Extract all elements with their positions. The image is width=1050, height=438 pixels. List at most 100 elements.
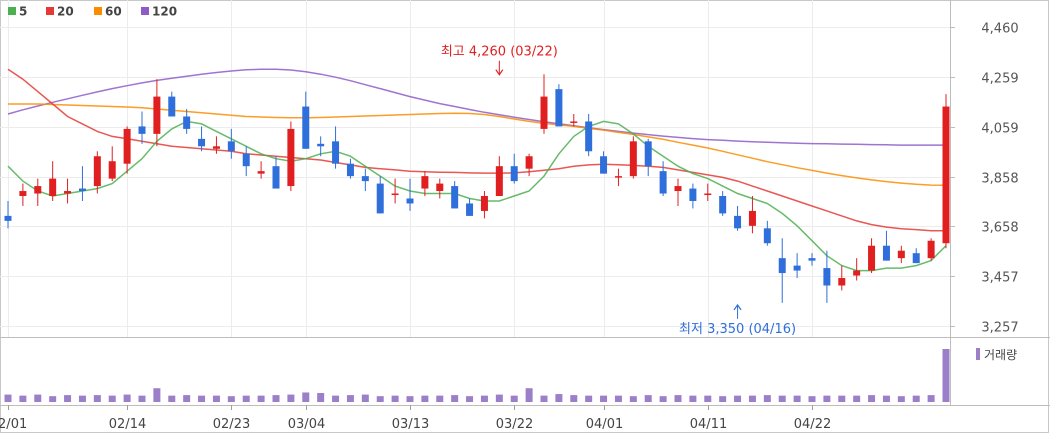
candle-body bbox=[317, 143, 325, 147]
volume-bar bbox=[763, 395, 771, 402]
volume-bar bbox=[49, 396, 57, 402]
candle bbox=[912, 248, 920, 264]
candle bbox=[495, 156, 503, 197]
volume-bar bbox=[882, 395, 890, 402]
volume-bar bbox=[4, 394, 12, 402]
candle-body bbox=[480, 196, 488, 211]
volume-legend-swatch bbox=[976, 348, 980, 360]
volume-bar bbox=[466, 396, 474, 402]
candle-body bbox=[704, 193, 712, 196]
candle-body bbox=[614, 176, 622, 178]
candle bbox=[332, 126, 340, 169]
candle bbox=[868, 238, 876, 274]
candle-body bbox=[361, 176, 369, 182]
candle bbox=[123, 126, 131, 174]
candle bbox=[272, 156, 280, 189]
x-tick-label: 02/14 bbox=[109, 417, 146, 432]
x-tick-label: 04/11 bbox=[690, 417, 727, 432]
volume-bar bbox=[793, 395, 801, 402]
low-arrow-head bbox=[733, 303, 742, 311]
candle bbox=[317, 136, 325, 157]
candle bbox=[614, 168, 622, 187]
candle-body bbox=[540, 96, 548, 129]
volume-bar bbox=[376, 396, 384, 402]
legend-label: 20 bbox=[57, 5, 74, 19]
candle-body bbox=[138, 126, 146, 134]
legend-swatch bbox=[94, 7, 102, 15]
candle bbox=[391, 178, 399, 204]
candle bbox=[763, 220, 771, 246]
volume-bar bbox=[227, 396, 235, 402]
volume-bar bbox=[868, 395, 876, 402]
ma20-line bbox=[7, 68, 946, 232]
candle bbox=[734, 205, 742, 231]
volume-bar bbox=[555, 394, 563, 402]
volume-bar bbox=[436, 395, 444, 402]
candle-body bbox=[897, 250, 905, 259]
volume-bar bbox=[138, 395, 146, 402]
volume-bar bbox=[629, 396, 637, 402]
x-tick-label: 03/13 bbox=[392, 417, 429, 432]
volume-bar bbox=[853, 395, 861, 402]
volume-bar bbox=[212, 395, 220, 402]
volume-bar bbox=[183, 395, 191, 402]
candles bbox=[4, 74, 950, 303]
candle bbox=[540, 74, 548, 134]
volume-bar bbox=[748, 395, 756, 402]
candle bbox=[897, 245, 905, 264]
legend-swatch bbox=[46, 7, 54, 15]
legend: 5 20 60 120 bbox=[8, 5, 177, 19]
volume-bars bbox=[4, 349, 950, 402]
volume-bar bbox=[897, 396, 905, 402]
x-tick-label: 04/22 bbox=[794, 417, 831, 432]
candle-body bbox=[451, 186, 459, 209]
candle-body bbox=[585, 121, 593, 152]
candle-body bbox=[510, 166, 518, 182]
volume-bar bbox=[614, 395, 622, 402]
candle bbox=[793, 253, 801, 279]
candle bbox=[138, 111, 146, 144]
candle bbox=[570, 113, 578, 127]
volume-bar bbox=[540, 395, 548, 402]
volume-bar bbox=[704, 395, 712, 402]
candle-body bbox=[466, 203, 474, 216]
candle-body bbox=[183, 116, 191, 129]
candle bbox=[689, 183, 697, 209]
candle-body bbox=[644, 141, 652, 167]
candle-body bbox=[689, 188, 697, 201]
volume-bar bbox=[689, 395, 697, 402]
candle bbox=[34, 178, 42, 206]
y-tick-label: 4,059 bbox=[981, 122, 1018, 137]
candle bbox=[659, 161, 667, 197]
candle bbox=[168, 91, 176, 117]
candle bbox=[510, 153, 518, 184]
candle bbox=[78, 166, 86, 201]
legend-label: 5 bbox=[19, 5, 27, 19]
ma120-line bbox=[7, 68, 946, 146]
volume-bar bbox=[451, 395, 459, 402]
candle-body bbox=[600, 156, 608, 174]
volume-bar bbox=[734, 395, 742, 402]
candle-body bbox=[302, 106, 310, 149]
candle-body bbox=[421, 176, 429, 189]
candle-body bbox=[93, 156, 101, 187]
volume-bar bbox=[93, 395, 101, 402]
high-annotation: 최고 4,260 (03/22) bbox=[441, 45, 558, 60]
volume-bar bbox=[495, 394, 503, 402]
y-tick-label: 3,257 bbox=[981, 321, 1018, 336]
candle bbox=[585, 113, 593, 157]
candle-body bbox=[78, 188, 86, 192]
candle-body bbox=[242, 153, 250, 167]
volume-bar bbox=[361, 394, 369, 402]
volume-bar bbox=[346, 395, 354, 402]
y-tick-label: 3,858 bbox=[981, 172, 1018, 187]
candle bbox=[376, 176, 384, 214]
x-tick-label: 03/22 bbox=[496, 417, 533, 432]
grid-lines bbox=[0, 0, 955, 410]
candle bbox=[942, 94, 950, 249]
volume-bar bbox=[302, 392, 310, 402]
candle bbox=[451, 181, 459, 209]
volume-bar bbox=[108, 395, 116, 402]
